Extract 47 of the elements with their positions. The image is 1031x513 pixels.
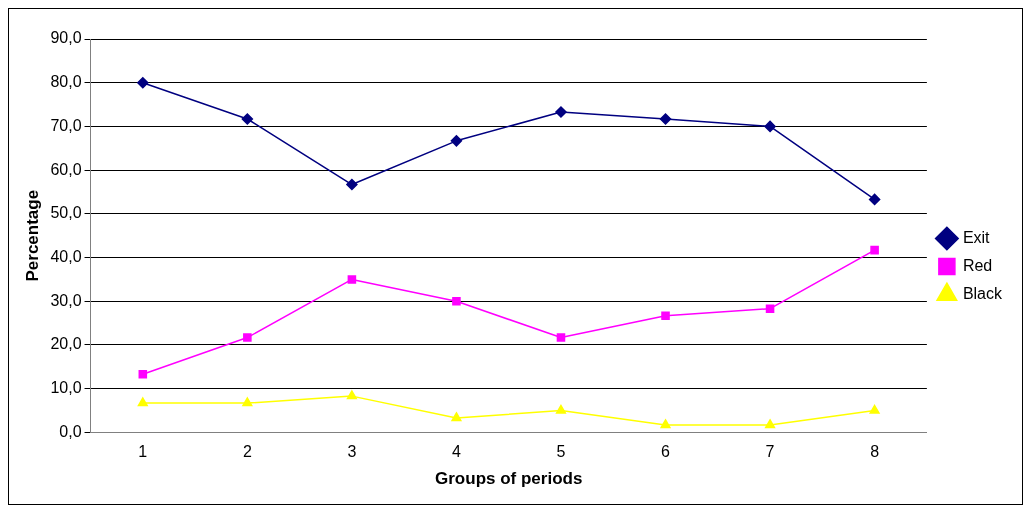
y-tick-label: 80,0 <box>50 73 82 91</box>
point <box>659 113 672 125</box>
point <box>137 76 149 89</box>
x-tick-label: 8 <box>870 443 880 461</box>
x-tick-label: 1 <box>138 443 148 461</box>
x-axis-title: Groups of periods <box>435 469 583 489</box>
legend-label: Red <box>962 256 993 274</box>
point <box>243 333 252 342</box>
point <box>347 275 357 284</box>
point <box>452 296 461 306</box>
point <box>242 397 253 407</box>
point <box>555 106 567 118</box>
point <box>241 113 254 125</box>
x-tick-label: 4 <box>451 443 461 461</box>
point <box>764 419 776 429</box>
legend-label: Exit <box>962 228 991 246</box>
point <box>346 178 358 191</box>
x-tick-label: 3 <box>347 443 357 461</box>
legend-label: Black <box>962 284 1003 302</box>
x-tick-label: 5 <box>556 443 566 461</box>
point <box>765 304 775 313</box>
y-tick-label: 60,0 <box>50 160 82 178</box>
point <box>869 404 880 414</box>
point <box>138 369 148 379</box>
y-tick-label: 70,0 <box>50 116 82 134</box>
y-tick-label: 40,0 <box>50 247 82 265</box>
point <box>660 419 671 429</box>
point <box>451 412 462 422</box>
y-tick-label: 30,0 <box>50 291 82 309</box>
point <box>450 135 463 147</box>
x-tick-label: 6 <box>661 443 671 461</box>
point <box>346 390 357 400</box>
y-tick-label: 10,0 <box>50 379 82 397</box>
point <box>764 120 776 133</box>
point <box>868 193 881 206</box>
x-tick-label: 2 <box>242 443 252 461</box>
y-axis-title: Percentage <box>22 189 42 282</box>
point <box>137 397 148 407</box>
y-tick-label: 0,0 <box>59 422 82 440</box>
point <box>555 404 567 414</box>
x-tick-label: 7 <box>765 443 775 461</box>
y-tick-label: 20,0 <box>50 335 82 353</box>
point <box>556 333 566 342</box>
point <box>661 311 670 320</box>
y-tick-label: 90,0 <box>50 29 82 47</box>
y-tick-label: 50,0 <box>50 204 82 222</box>
point <box>870 245 879 255</box>
